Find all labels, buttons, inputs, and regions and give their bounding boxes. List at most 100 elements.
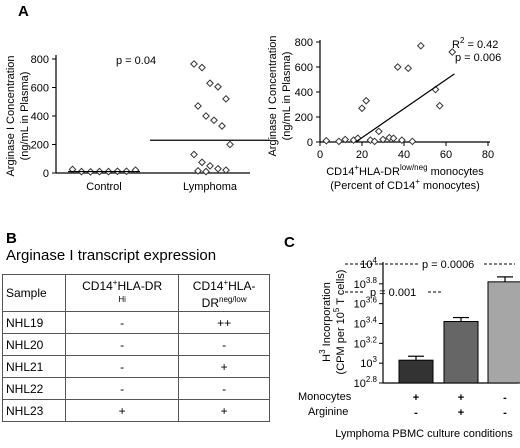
row-low: + [178, 399, 270, 422]
a-left-point [198, 63, 206, 72]
row-sample: NHL21 [2, 355, 66, 378]
table-title: Arginase I transcript expression [6, 247, 217, 264]
c-ylabel-2: (CPM per 105 T cells) [332, 270, 347, 375]
c-cond-monocytes: + [413, 392, 419, 404]
a-right-point [397, 136, 406, 145]
row-low: - [178, 333, 270, 356]
a-left-ylabel-2: (ng/mL in Plasma) [19, 72, 31, 161]
table-row: NHL22 - - [2, 377, 270, 400]
a-right-ytick-label: 600 [295, 62, 313, 74]
c-row-label-monocytes: Monocytes [298, 391, 352, 403]
c-ytick-label: 103.2 [354, 335, 378, 350]
a-left-xcat-lymphoma: Lymphoma [183, 181, 238, 193]
a-right-ytick-label: 0 [307, 137, 313, 149]
a-right-xlabel-1: CD14+HLA-DRlow/neg monocytes [326, 163, 484, 178]
c-bar [398, 359, 434, 384]
transcript-table: Sample CD14+HLA-DR Hi CD14+HLA- DRneg/low … [2, 274, 270, 422]
a-left-point [190, 60, 198, 68]
a-left-ytick-label: 600 [31, 83, 49, 95]
a-left-pvalue: p = 0.04 [116, 55, 156, 67]
c-ytick-label: 103.4 [354, 316, 378, 331]
a-right-xtick-label: 80 [482, 149, 494, 161]
a-right-point [358, 104, 366, 113]
row-sample: NHL19 [2, 311, 66, 334]
c-bar [443, 321, 479, 384]
panel-a-right-chart: Arginase I Concentration (ng/mL in Plasm… [267, 35, 501, 192]
a-right-xtick-label: 20 [356, 149, 368, 161]
c-pvalue-2: p = 0.0006 [422, 259, 474, 271]
a-left-point [206, 161, 214, 170]
a-left-point [198, 158, 206, 167]
a-right-xtick-label: 40 [398, 149, 410, 161]
c-cond-monocytes: + [458, 392, 464, 404]
a-left-point [218, 122, 226, 130]
a-right-ylabel-2: (ng/mL in Plasma) [281, 52, 293, 141]
a-left-ylabel-1: Arginase I Concentration [5, 55, 17, 176]
c-cond-arginine: - [414, 407, 418, 419]
a-right-fit-line [355, 73, 455, 143]
a-right-ytick-label: 200 [295, 112, 313, 124]
a-left-point [190, 150, 198, 159]
a-right-point [435, 101, 444, 110]
a-right-point [362, 96, 371, 105]
col-low-header: CD14+HLA- DRneg/low [178, 274, 270, 312]
c-cond-arginine: + [458, 407, 464, 419]
a-right-xlabel-2: (Percent of CD14+ monocytes) [330, 177, 480, 192]
row-hi: - [64, 333, 180, 356]
a-right-ylabel-1: Arginase I Concentration [267, 35, 279, 156]
c-xlabel: Lymphoma PBMC culture conditions [335, 428, 513, 440]
c-sig-bracket-1: p = 0.001 [345, 287, 442, 299]
a-right-point [448, 48, 457, 56]
row-low: + [178, 355, 270, 378]
a-left-ytick-label: 400 [31, 111, 49, 123]
row-hi: - [64, 355, 180, 378]
row-low: ++ [178, 311, 270, 334]
row-low: - [178, 377, 270, 400]
a-right-pvalue: p = 0.006 [455, 52, 501, 64]
c-ytick-label: 102.8 [354, 375, 378, 390]
c-row-label-arginine: Arginine [308, 406, 348, 418]
a-left-point [226, 140, 234, 149]
table-row: NHL20 - - [2, 333, 270, 356]
row-sample: NHL20 [2, 333, 66, 356]
c-ytick-label: 103 [360, 355, 377, 370]
row-hi: - [64, 311, 180, 334]
a-left-ytick-label: 0 [43, 168, 49, 180]
c-ytick-label: 103.6 [354, 296, 378, 311]
a-right-ytick-label: 800 [295, 37, 313, 49]
row-sample: NHL22 [2, 377, 66, 400]
panel-a-letter: A [18, 3, 29, 20]
a-right-point [416, 41, 425, 50]
a-left-point [222, 94, 230, 103]
a-left-point [131, 166, 140, 175]
col-sample-header: Sample [2, 274, 66, 312]
c-ylabel-1: H3 Incorporation [318, 282, 333, 362]
a-left-point [214, 164, 222, 173]
a-left-point [68, 165, 77, 174]
table-row: NHL23 + + [2, 399, 270, 422]
a-right-point [404, 64, 413, 73]
panel-b-letter: B [6, 230, 17, 247]
a-right-point [353, 134, 362, 143]
panel-a-left-chart: Arginase I Concentration (ng/mL in Plasm… [5, 54, 270, 193]
a-right-ytick-label: 400 [295, 87, 313, 99]
c-pvalue-1: p = 0.001 [370, 287, 416, 299]
a-left-point [194, 102, 202, 110]
a-right-point [370, 137, 379, 146]
row-sample: NHL23 [2, 399, 66, 422]
a-left-point [194, 166, 202, 175]
a-right-point [366, 136, 375, 145]
a-right-point [408, 137, 417, 146]
a-right-r2: R2 = 0.42 [452, 36, 498, 51]
a-left-point [210, 116, 218, 125]
a-right-xtick-label: 0 [317, 149, 323, 161]
c-ytick-label: 103.8 [354, 276, 378, 291]
row-hi: + [64, 399, 180, 422]
a-left-ytick-label: 800 [31, 54, 49, 66]
c-bar [487, 281, 520, 384]
a-right-point [379, 135, 387, 144]
a-right-point [334, 137, 343, 146]
a-left-point [202, 112, 210, 120]
col-hi-header: CD14+HLA-DR Hi [64, 274, 180, 312]
